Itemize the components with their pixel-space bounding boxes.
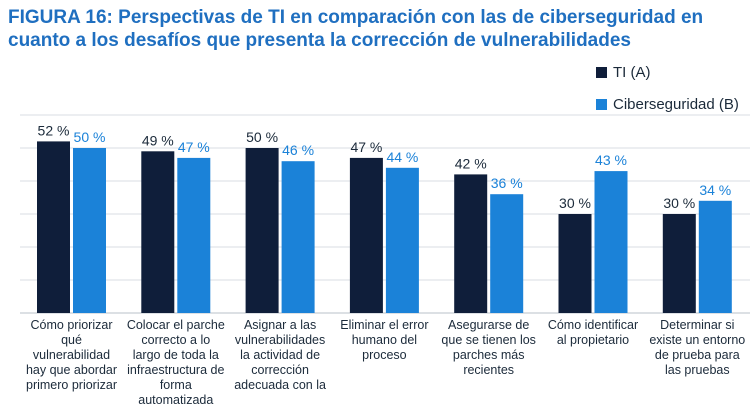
data-label-ti: 42 % [455, 155, 487, 171]
data-label-ti: 50 % [246, 129, 278, 145]
bar-ti [37, 141, 70, 313]
bar-ti [454, 174, 488, 313]
legend-label-ciberseguridad: Ciberseguridad (B) [613, 96, 739, 113]
bar-ciberseguridad [490, 194, 524, 313]
category-label: Determinar si existe un entorno de prueb… [649, 318, 746, 377]
data-label-ciberseguridad: 34 % [699, 182, 731, 198]
bar-ciberseguridad [281, 161, 315, 313]
data-label-ciberseguridad: 44 % [386, 149, 418, 165]
legend-item-ciberseguridad: Ciberseguridad (B) [596, 96, 739, 113]
bar-ti [245, 148, 279, 313]
bar-ti [141, 151, 175, 313]
data-label-ciberseguridad: 36 % [491, 175, 523, 191]
bar-ti [558, 214, 592, 313]
data-label-ciberseguridad: 47 % [178, 139, 210, 155]
category-label: Asignar a las vulnerabilidades la activi… [234, 318, 326, 392]
bar-ciberseguridad [698, 200, 732, 313]
category-label: Cómo priorizar qué vulnerabilidad hay qu… [25, 318, 118, 392]
category-label: Cómo identificar al propietario [547, 318, 639, 347]
bar-ciberseguridad [73, 148, 106, 313]
legend-swatch-ciberseguridad [596, 99, 607, 110]
category-label: Eliminar el error humano del proceso [340, 318, 429, 362]
data-label-ti: 49 % [142, 132, 174, 148]
bar-ciberseguridad [177, 157, 211, 313]
data-label-ti: 30 % [663, 195, 695, 211]
legend-item-ti: TI (A) [596, 64, 651, 81]
data-label-ti: 52 % [38, 122, 70, 138]
bar-ti [662, 214, 696, 313]
category-label: Asegurarse de que se tienen los parches … [441, 318, 536, 377]
chart-title: FIGURA 16: Perspectivas de TI en compara… [8, 7, 704, 51]
bar-ti [349, 157, 383, 313]
legend-swatch-ti [596, 67, 607, 78]
data-label-ti: 47 % [350, 139, 382, 155]
bar-ciberseguridad [594, 171, 628, 313]
data-label-ciberseguridad: 50 % [74, 129, 106, 145]
data-label-ti: 30 % [559, 195, 591, 211]
bar-ciberseguridad [385, 167, 419, 313]
data-label-ciberseguridad: 46 % [282, 142, 314, 158]
legend-label-ti: TI (A) [613, 64, 651, 81]
category-label: Colocar el parche correcto a lo largo de… [126, 318, 225, 407]
data-label-ciberseguridad: 43 % [595, 152, 627, 168]
